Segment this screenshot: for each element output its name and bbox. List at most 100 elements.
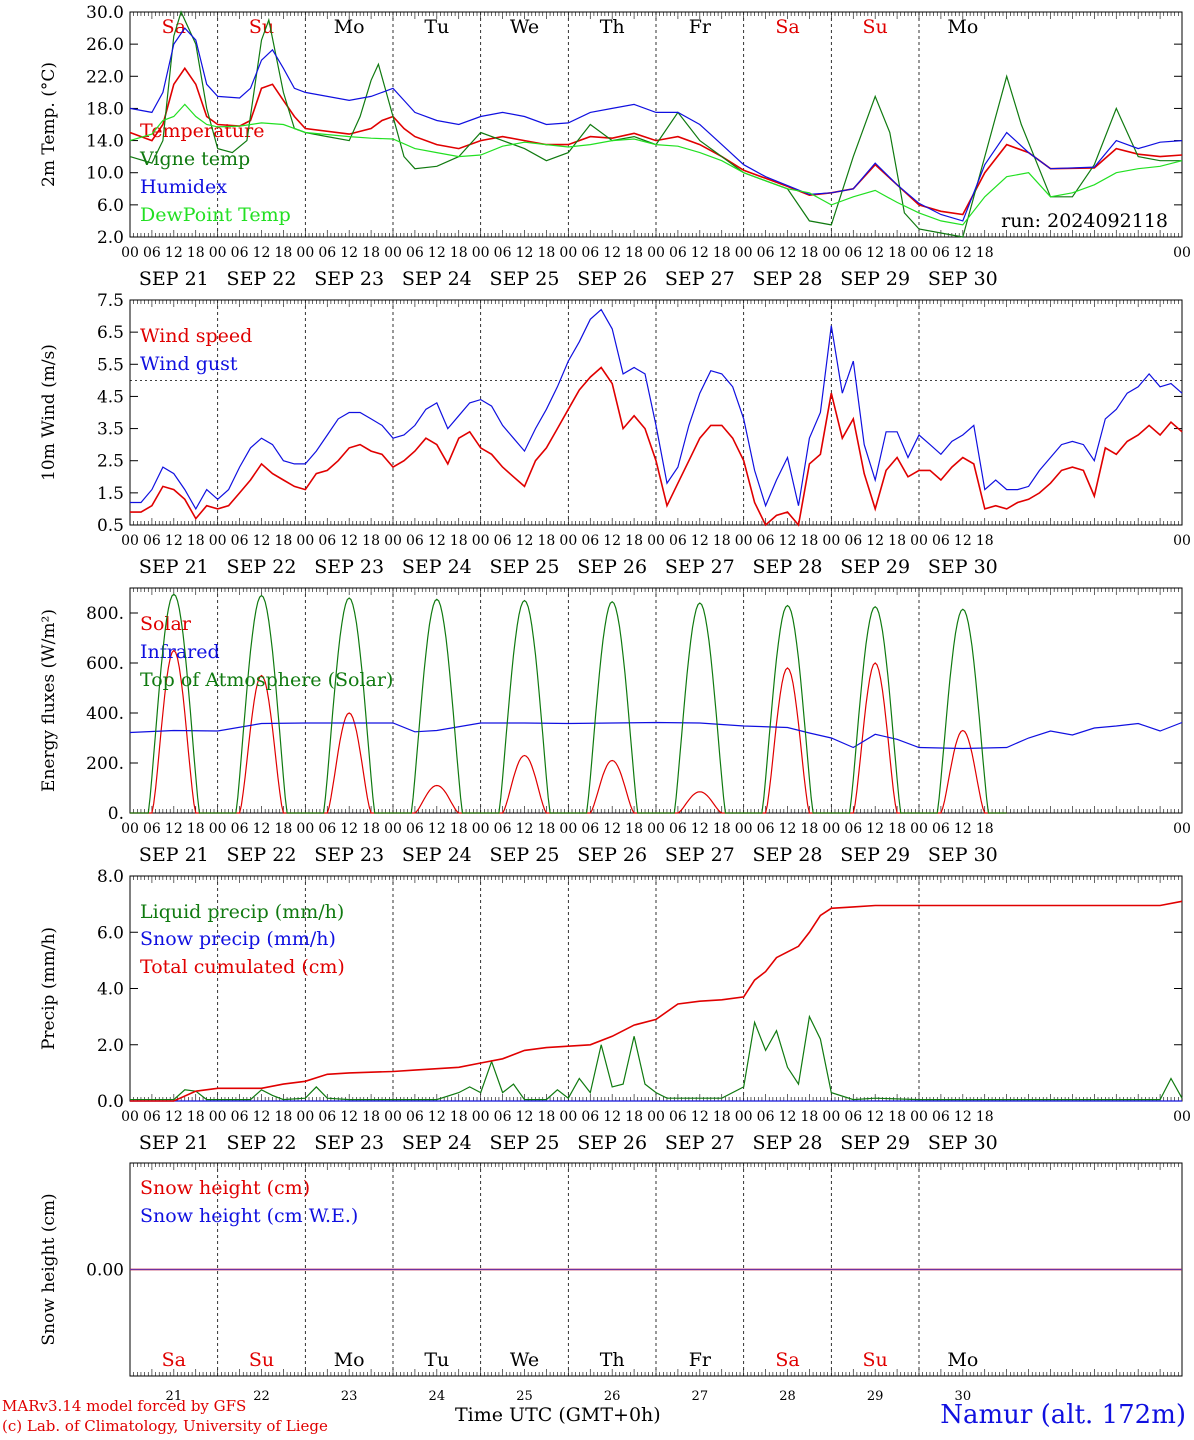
y-tick-label: 2.0 [97,228,124,248]
panel-energy: 800. 600. 400. 200. 0. Energy fluxes (W/m²) 00… [39,587,1191,866]
series-line-humidex [129,27,1183,222]
x-hour-label: 18 [187,821,205,837]
legend-entry: Top of Atmosphere (Solar) [140,669,393,691]
day-number-label: 25 [516,1389,533,1404]
x-hour-label: 06 [143,1109,161,1125]
x-hour-label: 12 [866,533,884,549]
x-hour-label: 12 [603,533,621,549]
x-date-label: SEP 27 [665,1132,735,1154]
x-hour-label: 18 [362,533,380,549]
x-hour-label: 12 [340,821,358,837]
x-hour-label: 00 [296,1109,314,1125]
y-axis-label: Energy fluxes (W/m²) [39,609,59,792]
x-date-label: SEP 27 [665,268,735,290]
x-hour-label: 00 [647,1109,665,1125]
x-hour-label: 18 [713,1109,731,1125]
day-number-label: 28 [779,1389,796,1404]
x-hour-label: 06 [318,245,336,261]
x-hour-label: 12 [866,1109,884,1125]
x-hour-label: 00 [559,245,577,261]
day-name-label: Mo [947,16,978,38]
x-hour-label: 18 [625,1109,643,1125]
x-date-label: SEP 28 [753,556,823,578]
legend-entry: Snow precip (mm/h) [140,928,336,950]
x-hour-label: 06 [581,245,599,261]
y-tick-label: 400. [86,704,124,724]
y-tick-label: 22.0 [86,67,124,87]
x-hour-label: 06 [231,245,249,261]
x-hour-label: 00 [296,533,314,549]
x-hour-label: 06 [494,821,512,837]
x-hour-label: 00 [209,1109,227,1125]
x-hour-label: 06 [143,533,161,549]
x-hour-label: 06 [406,533,424,549]
y-tick-label: 6.0 [97,196,124,216]
x-date-label: SEP 29 [840,844,910,866]
y-tick-label: 6.5 [97,323,124,343]
day-name-label: Th [600,1349,625,1371]
x-hour-label: 00 [1173,821,1191,837]
y-tick-label: 800. [86,604,124,624]
day-name-label: Sa [775,1349,799,1371]
x-hour-label: 06 [318,533,336,549]
x-hour-label: 12 [866,821,884,837]
station-name: Namur (alt. 172m) [940,1400,1186,1430]
x-hour-label: 18 [362,1109,380,1125]
day-name-label: Tu [424,16,449,38]
x-hour-label: 00 [647,245,665,261]
day-name-label: Th [600,16,625,38]
x-hour-label: 12 [954,821,972,837]
x-date-label: SEP 22 [227,556,297,578]
day-number-label: 29 [867,1389,884,1404]
x-hour-label: 00 [209,821,227,837]
x-date-label: SEP 24 [402,556,472,578]
x-hour-label: 12 [603,245,621,261]
x-hour-label: 12 [866,245,884,261]
x-hour-label: 18 [450,245,468,261]
x-date-label: SEP 30 [928,1132,998,1154]
x-hour-label: 00 [384,533,402,549]
x-hour-label: 18 [888,245,906,261]
day-name-label: Mo [947,1349,978,1371]
y-tick-label: 10.0 [86,164,124,184]
x-hour-label: 00 [1173,533,1191,549]
x-hour-label: 00 [384,1109,402,1125]
x-hour-label: 06 [231,821,249,837]
series-line-total-cumulated-cm- [130,900,1183,1102]
x-hour-label: 06 [494,533,512,549]
x-hour-label: 12 [954,533,972,549]
y-tick-label: 3.5 [97,420,124,440]
day-number-label: 21 [166,1389,183,1404]
day-name-label: Su [249,1349,274,1371]
legend-entry: Infrared [140,641,220,663]
x-hour-label: 12 [340,533,358,549]
x-date-label: SEP 22 [227,844,297,866]
day-name-label: We [510,16,539,38]
legend-entry: DewPoint Temp [140,204,291,226]
x-hour-label: 06 [932,821,950,837]
y-tick-label: 5.5 [97,355,124,375]
x-hour-label: 00 [296,245,314,261]
x-hour-label: 18 [713,245,731,261]
x-date-label: SEP 26 [577,844,647,866]
x-hour-label: 18 [625,821,643,837]
day-name-label: Sa [775,16,799,38]
x-date-label: SEP 21 [139,844,209,866]
y-tick-label: 2.0 [97,1036,124,1056]
x-hour-label: 06 [231,1109,249,1125]
x-hour-label: 18 [625,533,643,549]
x-hour-label: 12 [253,245,271,261]
x-hour-label: 12 [691,1109,709,1125]
x-hour-label: 06 [932,533,950,549]
legend-entry: Liquid precip (mm/h) [140,901,344,923]
x-hour-label: 00 [209,245,227,261]
x-hour-label: 06 [494,1109,512,1125]
x-hour-label: 06 [406,245,424,261]
x-date-label: SEP 25 [490,268,560,290]
x-hour-label: 00 [472,821,490,837]
day-number-label: 22 [253,1389,270,1404]
x-hour-label: 18 [538,1109,556,1125]
y-tick-label: 600. [86,654,124,674]
x-date-label: SEP 24 [402,268,472,290]
day-name-label: Sa [162,16,186,38]
